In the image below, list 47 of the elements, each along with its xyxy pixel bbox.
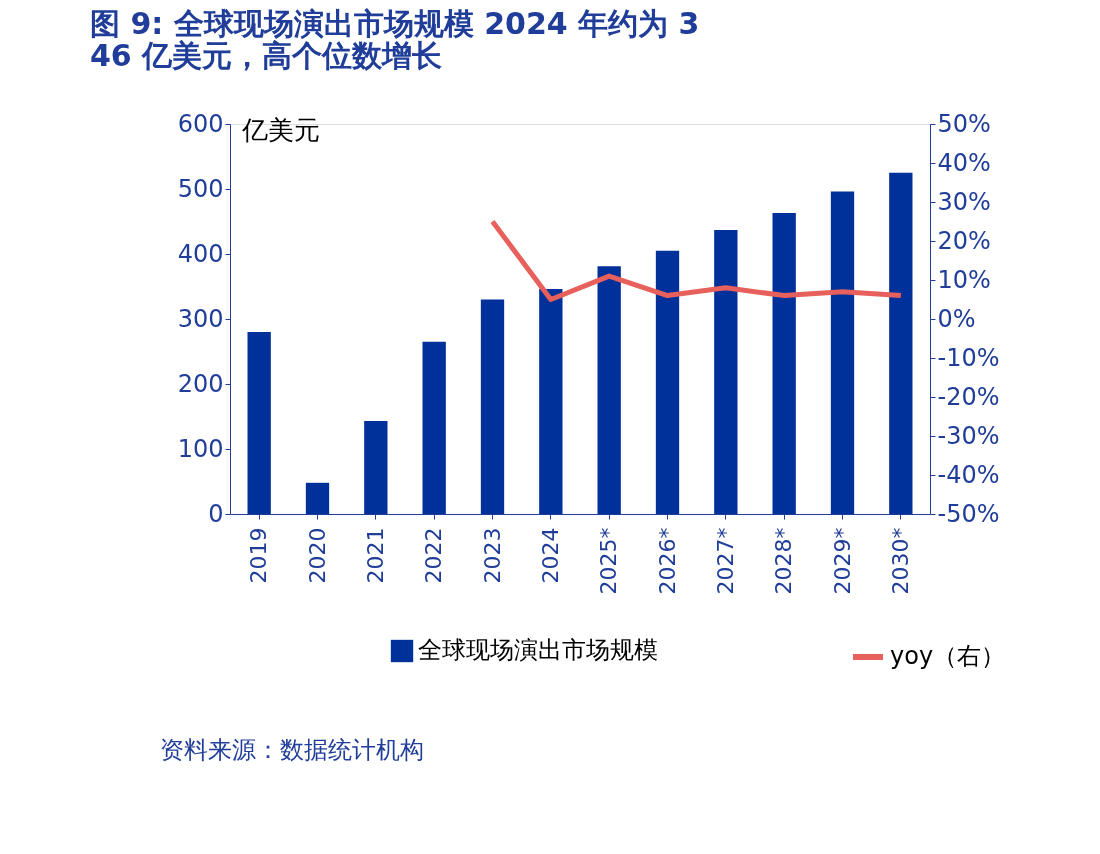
chart-title: 图 9: 全球现场演出市场规模 2024 年约为 346 亿美元，高个位数增长 <box>90 6 700 73</box>
y2-tick-label: -10% <box>937 343 1000 372</box>
x-tick-label: 2028* <box>771 527 797 595</box>
bar <box>480 299 505 514</box>
x-tick-label: 2023 <box>479 527 505 584</box>
x-tick-label: 2029* <box>829 527 855 595</box>
y2-tick-label: -20% <box>937 382 1000 411</box>
bar <box>364 421 388 514</box>
x-tick-label: 2027* <box>712 527 738 595</box>
legend-label: yoy（右） <box>890 642 1006 670</box>
bar <box>772 213 796 514</box>
x-tick-label: 2019 <box>246 527 272 584</box>
y2-tick-label: 30% <box>937 187 991 216</box>
legend-label: 全球现场演出市场规模 <box>418 636 658 664</box>
x-tick-label: 2026* <box>654 527 680 595</box>
y2-tick-label: 0% <box>937 304 976 333</box>
y2-tick-label: -50% <box>937 499 1000 528</box>
bar <box>889 172 913 514</box>
y2-tick-label: -40% <box>937 460 1000 489</box>
y2-tick-label: 20% <box>937 226 991 255</box>
y-tick-label: 200 <box>177 369 224 398</box>
y-tick-label: 100 <box>177 434 224 463</box>
y-tick-label: 300 <box>177 304 224 333</box>
bar <box>830 191 855 514</box>
x-tick-label: 2021 <box>362 527 388 584</box>
y-axis-title: 亿美元 <box>241 115 320 145</box>
y-tick-label: 500 <box>177 174 224 203</box>
bar <box>305 482 330 514</box>
text: 资料来源：数据统计机构 <box>160 736 424 764</box>
bar <box>539 289 563 514</box>
bar <box>655 250 680 514</box>
x-tick-label: 2024 <box>537 527 563 584</box>
x-tick-label: 2022 <box>421 527 447 584</box>
bar <box>422 341 446 514</box>
y-tick-label: 400 <box>177 239 224 268</box>
x-tick-label: 2025* <box>596 527 622 595</box>
bar <box>597 266 621 514</box>
x-tick-label: 2020 <box>304 527 330 584</box>
y2-tick-label: 50% <box>937 109 991 138</box>
y2-tick-label: -30% <box>937 421 1000 450</box>
y2-tick-label: 40% <box>937 148 991 177</box>
y2-tick-label: 10% <box>937 265 991 294</box>
bar <box>247 332 271 514</box>
y-tick-label: 0 <box>208 499 224 528</box>
y-tick-label: 600 <box>177 109 224 138</box>
bar <box>714 229 738 514</box>
x-tick-label: 2030* <box>887 527 913 595</box>
